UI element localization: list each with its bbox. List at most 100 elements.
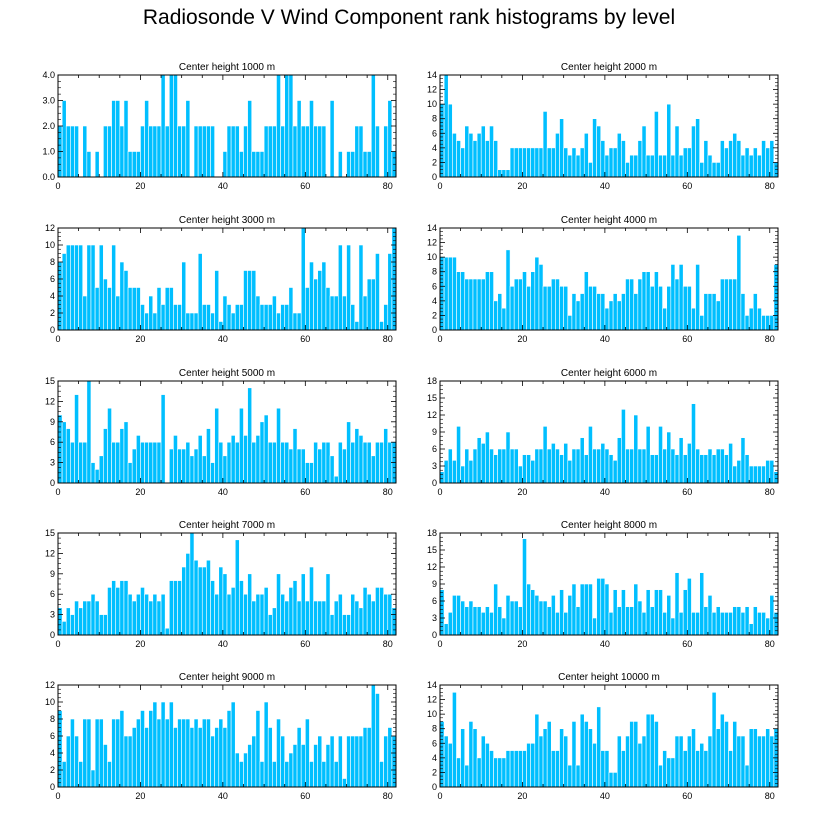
bar	[654, 271, 659, 331]
bar	[765, 460, 771, 484]
bar	[485, 140, 490, 178]
bar	[74, 244, 79, 331]
y-tick-label: 3.0	[42, 96, 55, 106]
bar	[350, 151, 356, 178]
bar	[480, 735, 486, 788]
bar	[127, 462, 133, 484]
bar	[637, 742, 643, 788]
bar	[674, 454, 680, 484]
bar	[501, 169, 507, 178]
bar	[699, 454, 705, 484]
bar	[131, 448, 137, 484]
bar	[140, 125, 145, 178]
bar	[370, 278, 376, 331]
x-tick-label: 80	[765, 639, 775, 649]
bar	[769, 140, 775, 178]
bar	[530, 742, 536, 788]
bar	[629, 278, 635, 331]
panel-8: Center height 8000 m 0 20 40 60 80 0 3 6 9 12 15 18	[427, 520, 779, 649]
bar	[383, 593, 389, 636]
bar	[370, 600, 376, 636]
bar	[214, 727, 220, 788]
bar	[103, 614, 108, 636]
bar	[546, 606, 552, 636]
bar	[375, 693, 380, 788]
bar	[732, 465, 738, 484]
bar	[583, 583, 589, 636]
bar	[337, 593, 343, 636]
bar	[65, 428, 71, 484]
bar	[226, 441, 232, 484]
y-tick-label: 12	[427, 85, 437, 95]
bar	[761, 465, 766, 484]
bar	[480, 443, 486, 484]
bar	[534, 147, 540, 178]
x-tick-label: 0	[437, 181, 442, 191]
bar	[625, 448, 630, 484]
bar	[156, 718, 162, 788]
bar	[522, 750, 527, 788]
bar	[309, 566, 314, 636]
bar	[107, 587, 112, 636]
y-tick-label: 6	[432, 128, 437, 138]
bar	[276, 312, 281, 331]
bar	[300, 744, 306, 788]
bar	[346, 735, 351, 788]
bar	[654, 454, 659, 484]
bar	[443, 74, 449, 178]
bar	[695, 612, 700, 636]
bar	[641, 271, 647, 331]
bar	[691, 403, 696, 484]
bar	[542, 426, 548, 484]
y-tick-label: 10	[427, 252, 437, 262]
bar	[70, 614, 75, 636]
bar	[505, 169, 511, 178]
bar	[625, 162, 630, 178]
bar	[711, 612, 717, 636]
bar	[456, 426, 461, 484]
bar	[703, 606, 709, 636]
bar	[464, 125, 470, 178]
bar	[115, 295, 121, 331]
bar	[284, 761, 290, 788]
bar	[460, 600, 466, 636]
figure-title: Radiosonde V Wind Component rank histogr…	[142, 6, 676, 29]
bar	[513, 278, 519, 331]
bar	[321, 261, 327, 331]
bar	[505, 595, 511, 636]
bar	[267, 304, 273, 331]
bar	[98, 244, 104, 331]
bar	[691, 728, 696, 788]
bar	[530, 589, 536, 636]
bar	[505, 431, 511, 484]
bar	[621, 409, 626, 484]
bar	[637, 448, 643, 484]
bar	[592, 448, 597, 484]
bar	[670, 154, 676, 178]
y-tick-label: 6	[50, 437, 55, 447]
bar	[226, 710, 232, 788]
bar	[719, 713, 725, 788]
bar	[579, 147, 585, 178]
bar	[744, 454, 750, 484]
bar	[243, 270, 248, 331]
bar	[210, 462, 215, 484]
bar	[480, 278, 486, 331]
bar	[74, 125, 79, 178]
y-tick-label: 9	[432, 579, 437, 589]
bar	[460, 728, 466, 788]
bar	[522, 454, 527, 484]
bar	[736, 234, 742, 331]
bar	[575, 764, 581, 788]
bar	[160, 74, 166, 178]
bar	[489, 271, 494, 331]
bar	[317, 270, 323, 331]
bar	[728, 278, 733, 331]
x-tick-label: 20	[135, 791, 145, 801]
bar	[226, 593, 232, 636]
bar	[649, 285, 655, 331]
x-tick-label: 80	[383, 334, 393, 344]
y-tick-label: 6	[432, 444, 437, 454]
y-tick-label: 10	[45, 697, 55, 707]
bar	[559, 285, 564, 331]
